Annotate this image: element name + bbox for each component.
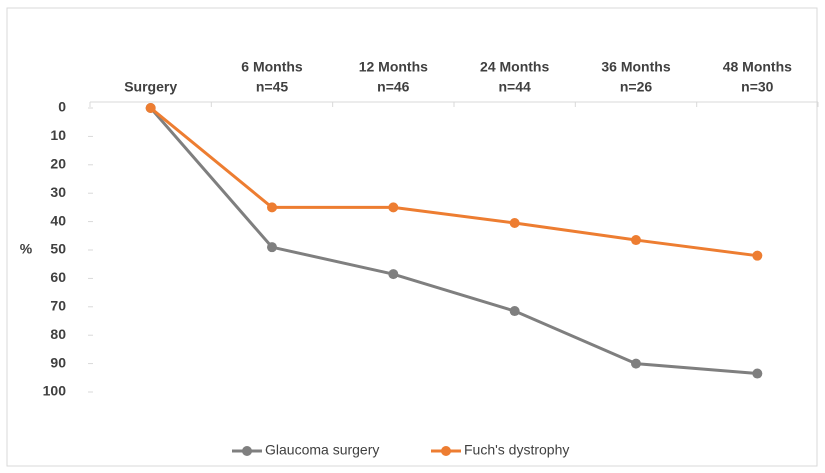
- point: [631, 235, 641, 246]
- y-tick-label: 30: [50, 184, 66, 200]
- series-line: [149, 106, 758, 258]
- x-tick-label: 36 Months: [601, 59, 670, 75]
- y-tick-label: 40: [50, 212, 66, 228]
- point: [752, 368, 763, 379]
- point: [145, 103, 156, 113]
- point: [509, 218, 520, 229]
- x-tick-label: n=46: [377, 79, 410, 95]
- point: [631, 358, 641, 369]
- legend-marker: [441, 446, 451, 456]
- y-tick-label: 60: [50, 269, 66, 285]
- point: [752, 250, 763, 261]
- point: [267, 242, 277, 253]
- y-tick-label: 10: [50, 127, 66, 143]
- x-tick-label: n=45: [256, 79, 289, 95]
- y-tick-label: 70: [50, 298, 66, 314]
- x-tick-label: 12 Months: [359, 59, 428, 75]
- x-tick-label: n=26: [620, 79, 653, 95]
- legend-marker: [242, 446, 252, 456]
- y-tick-label: 50: [50, 241, 66, 257]
- point: [388, 202, 399, 213]
- x-tick-label: 24 Months: [480, 59, 549, 75]
- y-tick-label: 80: [50, 326, 66, 342]
- y-tick-label: 0: [58, 99, 66, 115]
- y-tick-label: 100: [43, 383, 67, 399]
- legend-label: Fuch's dystrophy: [464, 442, 569, 458]
- series-line: [149, 107, 758, 376]
- y-tick-label: 20: [50, 156, 66, 172]
- chart-border: [6, 7, 818, 467]
- x-tick-label: Surgery: [124, 79, 177, 95]
- x-tick-label: 48 Months: [723, 59, 792, 75]
- point: [509, 306, 520, 317]
- y-axis-label: %: [20, 241, 33, 257]
- legend-label: Glaucoma surgery: [265, 442, 379, 458]
- x-tick-label: n=30: [741, 79, 774, 95]
- x-tick-label: 6 Months: [241, 59, 303, 75]
- point: [388, 269, 399, 280]
- point: [267, 202, 277, 213]
- y-tick-label: 90: [50, 354, 66, 370]
- x-tick-label: n=44: [499, 79, 532, 95]
